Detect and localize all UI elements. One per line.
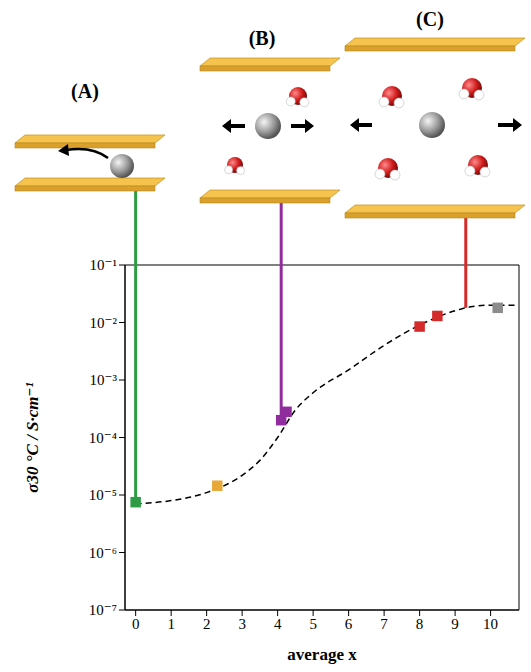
- svg-text:(A): (A): [71, 80, 99, 103]
- svg-text:3: 3: [238, 616, 246, 632]
- svg-text:6: 6: [345, 616, 353, 632]
- svg-text:10⁻⁴: 10⁻⁴: [89, 430, 117, 446]
- svg-text:8: 8: [416, 616, 424, 632]
- svg-text:0: 0: [132, 616, 140, 632]
- svg-text:9: 9: [451, 616, 459, 632]
- svg-text:(C): (C): [416, 8, 444, 31]
- svg-text:2: 2: [203, 616, 211, 632]
- svg-text:10⁻⁵: 10⁻⁵: [89, 487, 117, 503]
- svg-text:10⁻⁶: 10⁻⁶: [89, 545, 117, 561]
- svg-text:5: 5: [309, 616, 317, 632]
- svg-text:10⁻⁷: 10⁻⁷: [89, 602, 117, 618]
- svg-text:10⁻²: 10⁻²: [90, 315, 118, 331]
- svg-text:average x: average x: [287, 645, 357, 664]
- svg-text:10: 10: [483, 616, 498, 632]
- svg-text:7: 7: [380, 616, 388, 632]
- svg-text:1: 1: [167, 616, 175, 632]
- svg-text:σ30 °C / S·cm⁻¹: σ30 °C / S·cm⁻¹: [23, 382, 42, 492]
- svg-text:10⁻³: 10⁻³: [90, 372, 118, 388]
- svg-text:4: 4: [274, 616, 282, 632]
- svg-text:(B): (B): [249, 27, 276, 50]
- svg-text:10⁻¹: 10⁻¹: [90, 257, 117, 273]
